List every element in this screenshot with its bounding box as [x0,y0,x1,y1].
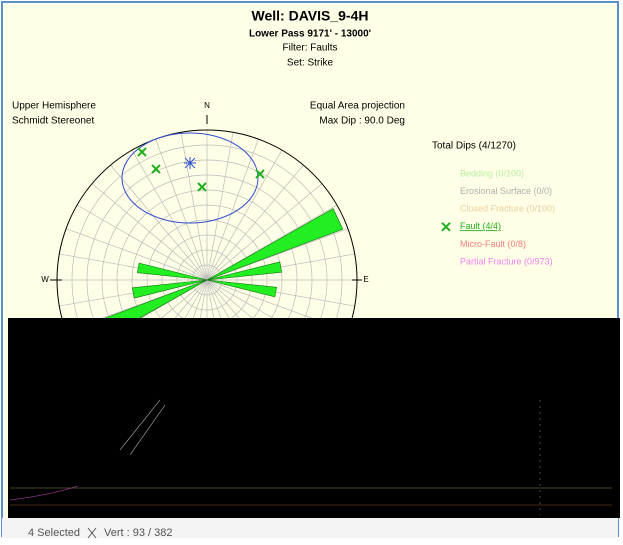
legend-item: Fault (4/4) [460,221,501,231]
grid-radial [206,138,259,281]
max-dip: Max Dip : 90.0 Deg [319,116,405,127]
legend-marker [441,222,451,232]
rose-petal [206,279,277,298]
mean-pole [184,157,196,169]
title: Well: DAVIS_9-4H [252,8,369,24]
pole-marker [137,147,147,157]
legend-item: Micro-Fault (0/8) [460,239,526,249]
artifact-lines [9,399,612,515]
net-type: Schmidt Stereonet [12,116,94,127]
poles [137,147,265,192]
west-label: W [41,275,49,284]
grid-radial [206,149,283,281]
grid-radial [180,132,208,281]
pole-marker [197,182,207,192]
status-bar [2,518,618,538]
legend-title: Total Dips (4/1270) [432,141,516,152]
filter: Filter: Faults [282,43,337,54]
projection: Equal Area projection [310,101,405,112]
east-label: E [363,275,368,284]
legend-item: Partial Fracture (0/973) [460,256,553,266]
grid-radial [206,183,323,281]
set: Set: Strike [287,58,334,69]
interval: Lower Pass 9171' - 13000' [249,29,371,40]
rose-petal [206,261,282,281]
status-icon [87,527,97,539]
vert-count: Vert : 93 / 382 [104,527,173,539]
confidence-ellipse [121,132,259,224]
grid-radial [76,204,208,281]
legend-item: Closed Fracture (0/100) [460,204,555,214]
legend-item: Bedding (0/100) [460,168,524,178]
grid-radial [65,228,208,281]
redraw-artifact [8,318,620,518]
legend: Bedding (0/100) Erosional Surface (0/0) Cl… [441,168,555,266]
selected-count: 4 Selected [28,527,80,539]
hemisphere: Upper Hemisphere [12,101,96,112]
grid-radial [91,183,208,281]
rose-petal [132,279,208,299]
grid-radial [110,164,208,281]
legend-item: Erosional Surface (0/0) [460,186,552,196]
grid-radial [131,149,208,281]
pole-marker [151,164,161,174]
rose-petal [137,262,208,281]
rose-petal [206,208,344,281]
grid-radial [155,138,208,281]
grid-radial [206,132,234,281]
north-label: N [204,101,210,110]
pole-marker [255,169,265,179]
grid-radial [206,164,304,281]
